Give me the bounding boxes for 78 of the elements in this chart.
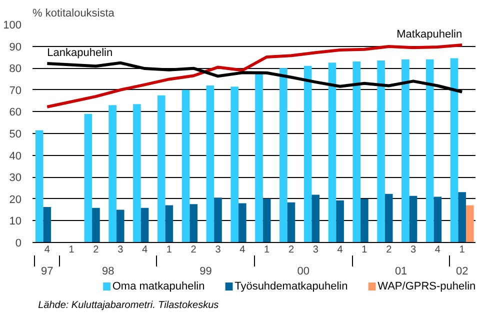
bar xyxy=(157,95,166,242)
x-tick-label: 3 xyxy=(312,244,319,256)
bar xyxy=(182,90,190,242)
line-series xyxy=(46,61,464,94)
x-tick-label: 2 xyxy=(190,244,197,256)
y-tick-label: 0 xyxy=(15,238,22,250)
bar xyxy=(92,208,100,242)
bar xyxy=(238,203,246,242)
y-tick-label: 20 xyxy=(9,194,22,206)
x-tick-label: 1 xyxy=(362,244,368,256)
text: 01 xyxy=(394,266,408,278)
x-tick-label: 1 xyxy=(68,244,75,256)
bar xyxy=(360,198,368,242)
bar xyxy=(352,62,361,242)
y-tick-label: 30 xyxy=(9,172,22,184)
bar xyxy=(190,204,198,242)
line-series xyxy=(46,43,464,108)
series-label: Lankapuhelin xyxy=(47,47,113,60)
bar xyxy=(377,60,385,242)
bar xyxy=(108,105,116,242)
x-tick-label: 2 xyxy=(288,244,294,256)
y-tick-label: 60 xyxy=(9,106,22,119)
bar xyxy=(466,205,474,242)
bar xyxy=(304,66,312,242)
bar xyxy=(287,202,296,242)
x-tick-label: 3 xyxy=(215,244,222,256)
text: 98 xyxy=(102,266,114,278)
x-tick-label: 4 xyxy=(337,244,344,256)
bar xyxy=(458,192,466,242)
y-tick-label: 10 xyxy=(9,216,22,228)
y-tick-label: 50 xyxy=(9,128,22,140)
y-axis-title: % kotitalouksista xyxy=(32,8,116,20)
bar xyxy=(230,86,238,242)
x-tick-label: 4 xyxy=(240,244,246,256)
y-tick-label: 80 xyxy=(9,63,22,76)
bar xyxy=(426,59,434,242)
x-tick-label: 3 xyxy=(118,244,124,256)
bar xyxy=(312,194,320,242)
x-tick-label: 2 xyxy=(93,244,100,256)
text: 00 xyxy=(297,266,310,278)
x-tick-label: 1 xyxy=(459,244,466,256)
y-tick-label: 70 xyxy=(9,84,22,97)
bar xyxy=(262,198,271,242)
bar xyxy=(336,200,344,242)
x-tick-label: 4 xyxy=(142,244,148,256)
legend-label: Työsuhdematkapuhelin xyxy=(234,280,348,292)
text: 99 xyxy=(200,266,212,278)
legend-label: WAP/GPRS-puhelin xyxy=(378,280,476,292)
x-tick-label: 4 xyxy=(434,244,441,256)
bar xyxy=(402,59,410,242)
x-tick-label: 2 xyxy=(386,244,392,256)
bar xyxy=(450,58,458,242)
bar xyxy=(328,62,336,242)
text: 02 xyxy=(456,266,468,278)
text: Lähde: Kuluttajabarometri. Tilastokeskus xyxy=(38,300,219,311)
y-tick-label: 90 xyxy=(9,41,22,54)
bar xyxy=(165,205,174,242)
bar xyxy=(280,68,288,242)
bar xyxy=(384,194,393,242)
x-tick-label: 1 xyxy=(264,244,270,256)
bar xyxy=(434,196,442,242)
x-tick-label: 4 xyxy=(44,244,50,256)
bar xyxy=(116,210,124,242)
bar xyxy=(43,206,52,242)
bar xyxy=(133,104,141,242)
bar xyxy=(214,198,222,242)
bar xyxy=(140,208,149,242)
bar xyxy=(206,86,214,242)
x-tick-label: 1 xyxy=(166,244,172,256)
y-tick-label: 100 xyxy=(3,20,22,32)
x-tick-label: 3 xyxy=(410,244,416,256)
y-tick-label: 40 xyxy=(9,150,22,162)
text: 97 xyxy=(41,266,54,278)
bar xyxy=(35,130,44,242)
series-label: Matkapuhelin xyxy=(396,28,462,41)
bar xyxy=(409,196,418,242)
bar xyxy=(84,114,92,242)
legend-label: Oma matkapuhelin xyxy=(112,280,205,292)
